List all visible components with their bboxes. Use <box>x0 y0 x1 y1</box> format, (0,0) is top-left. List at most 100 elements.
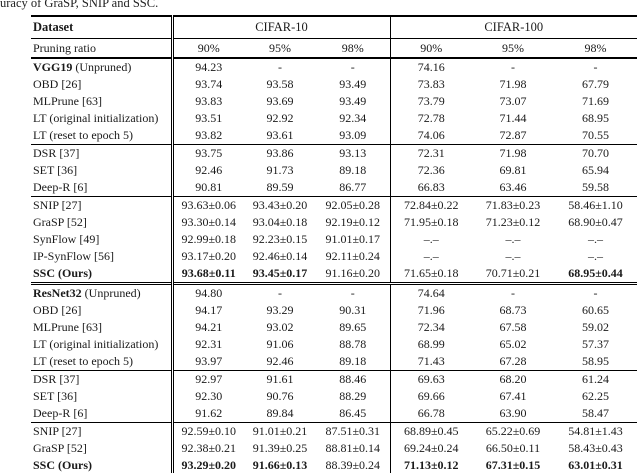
cell-method: VGG19 (Unpruned) <box>31 58 174 76</box>
cell-value: 88.81±0.14 <box>325 441 381 455</box>
cell-value: 73.83 <box>389 76 472 93</box>
cell-value: 58.47 <box>582 406 609 420</box>
cell-value: 92.46 <box>195 163 223 177</box>
cell-value: 87.51±0.31 <box>316 422 390 440</box>
cell-value: 73.07 <box>499 94 527 108</box>
cell-value: 72.84±0.22 <box>389 196 472 214</box>
cell-method: SSC (Ours) <box>31 265 174 284</box>
col-header-dataset: Dataset <box>31 16 174 39</box>
cell-value: 63.01±0.31 <box>568 458 623 472</box>
table-row: SET [36] 92.46 91.73 89.18 72.36 69.81 65.94 <box>31 162 637 179</box>
cell-method: MLPrune [63] <box>31 319 174 336</box>
table-row: LT (reset to epoch 5) 93.82 93.61 93.09 74.0… <box>31 127 637 145</box>
cell-value: 71.83±0.23 <box>472 196 554 214</box>
cell-value: 93.17±0.20 <box>181 249 237 263</box>
cell-value: 60.65 <box>582 303 609 317</box>
cell-value: 72.31 <box>389 144 472 162</box>
cell-value: 68.20 <box>472 370 554 388</box>
cell-value: 93.43±0.20 <box>244 196 316 214</box>
table-caption-fragment: uracy of GraSP, SNIP and SSC. <box>0 0 159 10</box>
table-row: SNIP [27] 92.59±0.10 91.01±0.21 87.51±0.31 6… <box>31 422 638 440</box>
cell-value: 93.82 <box>195 128 223 142</box>
cell-value: 67.79 <box>582 77 609 91</box>
table-row: IP-SynFlow [56] 93.17±0.20 92.46±0.14 92.11… <box>31 248 637 265</box>
table-row: MLPrune [63] 94.21 93.02 89.65 72.34 67.58 59.… <box>31 319 637 336</box>
cell-method: SynFlow [49] <box>31 231 174 248</box>
cell-value: 63.46 <box>499 180 527 194</box>
cell-value: 89.84 <box>266 406 294 420</box>
cell-value: 94.17 <box>195 303 223 317</box>
col-header-cifar10-98: 98% <box>316 38 390 59</box>
cell-method: DSR [37] <box>31 370 174 388</box>
cell-method: SET [36] <box>31 388 174 405</box>
cell-method: GraSP [52] <box>31 440 174 457</box>
cell-value: 93.58 <box>266 77 294 91</box>
cell-value: 71.96 <box>389 302 472 319</box>
cell-value: 89.18 <box>339 354 367 368</box>
cell-value: - <box>350 60 355 74</box>
cell-value: 68.73 <box>499 303 527 317</box>
cell-value: 92.05±0.28 <box>316 196 390 214</box>
cell-value: 92.11±0.24 <box>325 249 380 263</box>
cell-value: –.– <box>588 232 603 246</box>
cell-value: 58.95 <box>582 354 609 368</box>
cell-value: 92.97 <box>172 370 244 388</box>
cell-value: 71.65±0.18 <box>389 265 472 284</box>
cell-value: 90.31 <box>339 303 367 317</box>
cell-value: 67.58 <box>499 320 527 334</box>
cell-value: 91.16±0.20 <box>325 266 381 280</box>
cell-value: 91.66±0.13 <box>252 458 308 472</box>
cell-value: 66.78 <box>389 405 472 423</box>
table-row: ResNet32 (Unpruned) 94.80- -74.64- - <box>31 282 638 302</box>
cell-value: 59.58 <box>582 180 609 194</box>
cell-value: 71.13±0.12 <box>389 457 472 473</box>
cell-value: 65.22±0.69 <box>472 422 554 440</box>
cell-method: LT (original initialization) <box>31 336 174 353</box>
cell-value: 68.95 <box>582 111 609 125</box>
cell-value: - <box>593 60 598 74</box>
cell-method: OBD [26] <box>31 302 174 319</box>
cell-value: 91.06 <box>266 337 294 351</box>
cell-value: 70.55 <box>582 128 609 142</box>
cell-value: 92.23±0.15 <box>252 232 308 246</box>
cell-value: 91.39±0.25 <box>252 441 308 455</box>
cell-value: 91.62 <box>195 406 223 420</box>
cell-value: –.– <box>389 248 472 265</box>
cell-value: 93.51 <box>195 111 223 125</box>
table-row: GraSP [52] 93.30±0.14 93.04±0.18 92.19±0.12… <box>31 214 637 231</box>
table-row: SynFlow [49] 92.99±0.18 92.23±0.15 91.01±0.… <box>31 231 637 248</box>
cell-value: 86.45 <box>339 406 367 420</box>
header-row-dataset: Dataset CIFAR-10 CIFAR-100 <box>31 16 638 39</box>
cell-value: - <box>244 282 316 302</box>
table-body: VGG19 (Unpruned) 94.23- -74.16- - OBD [26] 93… <box>31 58 638 473</box>
cell-value: 93.13 <box>316 144 390 162</box>
table-row: VGG19 (Unpruned) 94.23 - - 74.16 - - <box>31 58 637 76</box>
cell-value: 88.29 <box>339 389 367 403</box>
cell-value: 89.18 <box>339 163 367 177</box>
cell-value: 93.30±0.14 <box>181 215 237 229</box>
cell-value: - <box>278 60 282 74</box>
cell-value: 90.81 <box>195 180 223 194</box>
table-row: OBD [26] 93.74 93.58 93.49 73.83 71.98 67.79 <box>31 76 637 93</box>
cell-value: 71.98 <box>499 77 527 91</box>
cell-value: 69.63 <box>389 370 472 388</box>
cell-value: 74.16 <box>389 58 472 76</box>
cell-value: 93.69 <box>266 94 294 108</box>
cell-value: 69.66 <box>389 388 472 405</box>
cell-value: 88.39±0.24 <box>325 458 381 472</box>
col-header-cifar100-95: 95% <box>472 38 554 59</box>
cell-method: Deep-R [6] <box>31 179 174 197</box>
table-row: OBD [26] 94.17 93.29 90.31 71.96 68.73 60.65 <box>31 302 637 319</box>
cell-value: 71.69 <box>582 94 609 108</box>
cell-value: 93.49 <box>339 94 367 108</box>
cell-value: 93.61 <box>266 128 294 142</box>
cell-value: - <box>511 60 515 74</box>
cell-value: 93.86 <box>244 144 316 162</box>
cell-value: 68.99 <box>389 336 472 353</box>
cell-value: 66.50±0.11 <box>485 441 541 455</box>
table-row: DSR [37] 92.97 91.61 88.46 69.63 68.20 61.24 <box>31 370 638 388</box>
cell-value: –.– <box>588 249 603 263</box>
cell-value: 67.28 <box>499 354 527 368</box>
cell-value: 71.44 <box>499 111 527 125</box>
cell-value: 93.29 <box>266 303 294 317</box>
